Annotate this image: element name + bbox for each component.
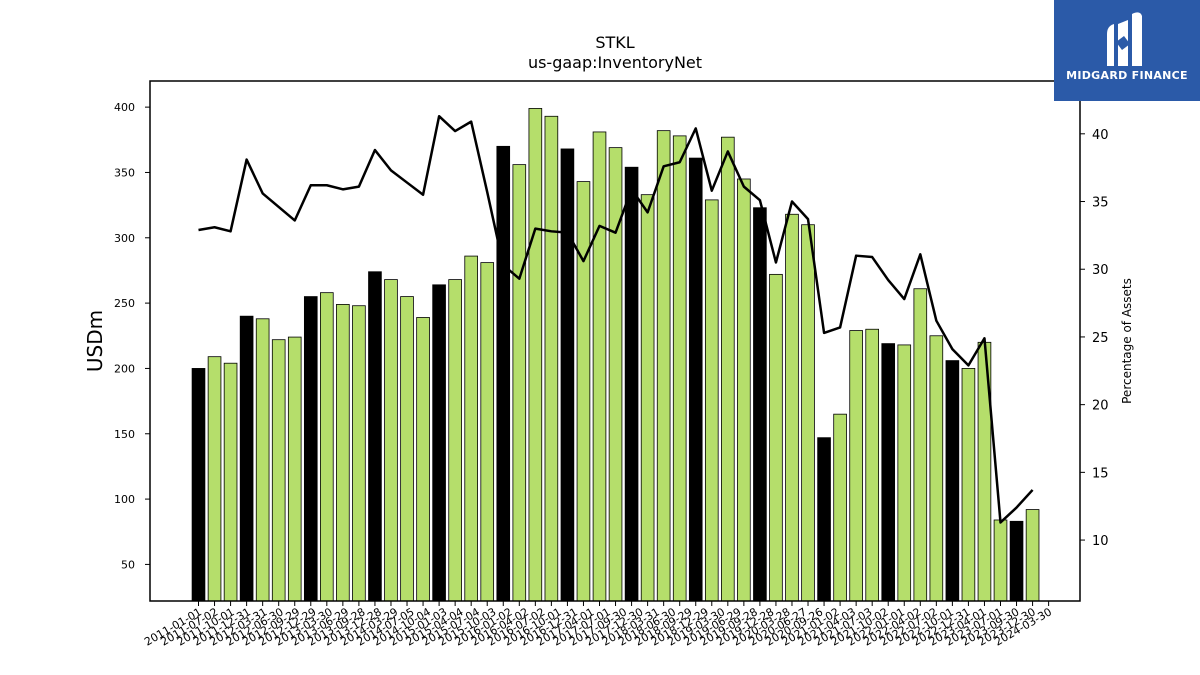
chart-title: STKL: [595, 33, 634, 52]
bar: [223, 362, 238, 602]
y-tick-label: 100: [114, 493, 135, 506]
bar: [416, 317, 430, 602]
bar: [368, 271, 382, 602]
bar: [656, 130, 671, 602]
y-tick-label: 200: [114, 362, 135, 375]
bar: [432, 284, 446, 602]
logo-text: MIDGARD FINANCE: [1066, 69, 1188, 82]
bar: [271, 339, 286, 602]
bar: [1025, 509, 1040, 602]
bar: [704, 199, 719, 602]
bar: [512, 164, 527, 602]
bar: [688, 157, 703, 602]
bar: [897, 344, 912, 602]
y2-tick-label: 20: [1092, 399, 1109, 414]
bar: [737, 178, 751, 602]
bar: [672, 135, 687, 602]
bar: [352, 305, 366, 602]
y2-tick-label: 15: [1092, 466, 1109, 481]
bar: [320, 292, 334, 602]
bar: [464, 255, 478, 602]
bar: [801, 224, 815, 602]
bar: [993, 519, 1008, 602]
bar: [336, 304, 350, 602]
bar: [881, 343, 896, 602]
bars-group: [191, 108, 1040, 602]
bar: [640, 194, 655, 602]
bar: [560, 148, 575, 602]
logo: MIDGARD FINANCE: [1054, 0, 1200, 101]
bar: [929, 335, 944, 602]
bar: [448, 279, 462, 602]
bar: [753, 207, 767, 602]
y-tick-label: 400: [114, 101, 135, 114]
bar: [480, 262, 495, 602]
bar: [865, 328, 879, 602]
bar: [544, 115, 559, 602]
bar: [207, 356, 222, 602]
y-tick-label: 50: [121, 558, 135, 571]
y-tick-label: 350: [114, 166, 135, 179]
bar: [785, 213, 799, 602]
bar: [913, 288, 928, 602]
y2-tick-label: 10: [1092, 534, 1109, 549]
bar: [496, 145, 511, 602]
y-axis-label: USDm: [83, 310, 107, 372]
bar: [769, 273, 783, 602]
y2-tick-label: 25: [1092, 331, 1109, 346]
bar: [833, 413, 847, 602]
chart-subtitle: us-gaap:InventoryNet: [528, 53, 702, 72]
bar: [528, 108, 543, 602]
y2-tick-label: 40: [1092, 128, 1109, 143]
y-axis-left: 50 100 150 200 250 300 350 400: [114, 101, 150, 571]
y-axis-right: 10 15 20 25 30 35 40: [1080, 128, 1109, 549]
plot-frame: [149, 80, 1081, 602]
y2-tick-label: 30: [1092, 263, 1109, 278]
bar: [961, 368, 976, 602]
logo-icon: [1107, 12, 1142, 66]
bar: [303, 296, 318, 602]
bar: [849, 330, 863, 602]
bar: [384, 279, 398, 602]
y2-axis-label: Percentage of Assets: [1120, 278, 1134, 404]
y-tick-label: 250: [114, 297, 135, 310]
bar: [624, 166, 639, 602]
bar: [721, 136, 735, 602]
bar: [576, 181, 591, 602]
bar: [287, 336, 302, 602]
y-tick-label: 150: [114, 428, 135, 441]
line-layer: [198, 114, 1034, 524]
bar: [1009, 520, 1024, 602]
bar: [817, 437, 831, 602]
bar: [400, 296, 414, 602]
y2-tick-label: 35: [1092, 196, 1109, 211]
bar: [191, 368, 206, 602]
y-tick-label: 300: [114, 232, 135, 245]
series-line: [198, 114, 1034, 524]
bar: [608, 147, 623, 602]
bar: [255, 318, 270, 602]
bar: [239, 315, 254, 602]
bar: [945, 360, 960, 602]
bar: [592, 131, 607, 602]
x-axis: 2011-01-012011-07-022011-10-012011-12-31…: [142, 601, 1054, 649]
